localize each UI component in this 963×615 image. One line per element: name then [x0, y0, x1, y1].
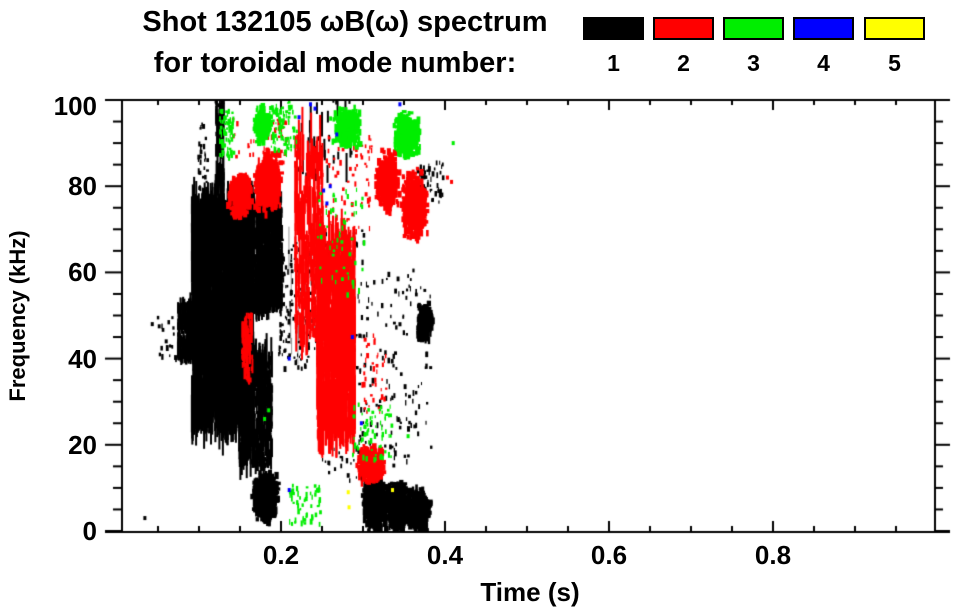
legend-label-mode1: 1	[607, 50, 620, 76]
y-axis-label: Frequency (kHz)	[5, 230, 30, 402]
y-tick-100: 100	[53, 91, 97, 121]
y-tick-80: 80	[68, 171, 97, 201]
y-tick-40: 40	[68, 344, 97, 374]
chart-title-line1: Shot 132105 ωB(ω) spectrum	[142, 6, 548, 38]
legend-swatch-mode3	[723, 17, 784, 40]
x-tick-04: 0.4	[426, 540, 464, 570]
legend-label-mode2: 2	[677, 50, 690, 76]
y-tick-0: 0	[82, 516, 97, 546]
x-axis-label: Time (s)	[480, 577, 580, 607]
x-tick-02: 0.2	[262, 540, 300, 570]
legend-label-mode3: 3	[747, 50, 760, 76]
legend-swatch-mode5	[864, 17, 925, 40]
y-tick-20: 20	[68, 430, 97, 460]
x-tick-06: 0.6	[590, 540, 628, 570]
chart-title-line2: for toroidal mode number:	[153, 47, 517, 79]
legend-swatch-mode1	[583, 17, 644, 40]
legend-swatch-mode4	[793, 17, 854, 40]
y-tick-60: 60	[68, 257, 97, 287]
x-tick-08: 0.8	[754, 540, 792, 570]
legend-swatch-mode2	[653, 17, 714, 40]
legend-label-mode4: 4	[817, 50, 830, 76]
legend-label-mode5: 5	[888, 50, 901, 76]
